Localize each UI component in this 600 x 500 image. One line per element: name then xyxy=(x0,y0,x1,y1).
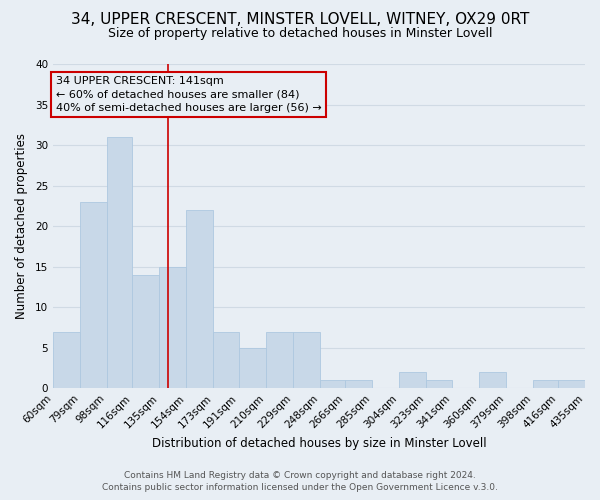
Bar xyxy=(107,137,133,388)
Bar xyxy=(53,332,80,388)
Bar xyxy=(585,380,600,388)
Bar xyxy=(426,380,452,388)
Bar xyxy=(80,202,107,388)
Bar xyxy=(399,372,426,388)
Bar xyxy=(320,380,345,388)
Bar xyxy=(479,372,506,388)
Bar xyxy=(345,380,372,388)
Y-axis label: Number of detached properties: Number of detached properties xyxy=(15,133,28,319)
Bar xyxy=(293,332,320,388)
Bar xyxy=(266,332,293,388)
Text: 34, UPPER CRESCENT, MINSTER LOVELL, WITNEY, OX29 0RT: 34, UPPER CRESCENT, MINSTER LOVELL, WITN… xyxy=(71,12,529,28)
Text: Contains HM Land Registry data © Crown copyright and database right 2024.
Contai: Contains HM Land Registry data © Crown c… xyxy=(102,471,498,492)
Bar xyxy=(239,348,266,389)
Bar xyxy=(558,380,585,388)
Bar xyxy=(133,275,160,388)
Text: 34 UPPER CRESCENT: 141sqm
← 60% of detached houses are smaller (84)
40% of semi-: 34 UPPER CRESCENT: 141sqm ← 60% of detac… xyxy=(56,76,322,112)
X-axis label: Distribution of detached houses by size in Minster Lovell: Distribution of detached houses by size … xyxy=(152,437,487,450)
Bar xyxy=(533,380,558,388)
Bar xyxy=(214,332,239,388)
Text: Size of property relative to detached houses in Minster Lovell: Size of property relative to detached ho… xyxy=(108,28,492,40)
Bar xyxy=(160,266,187,388)
Bar xyxy=(187,210,214,388)
